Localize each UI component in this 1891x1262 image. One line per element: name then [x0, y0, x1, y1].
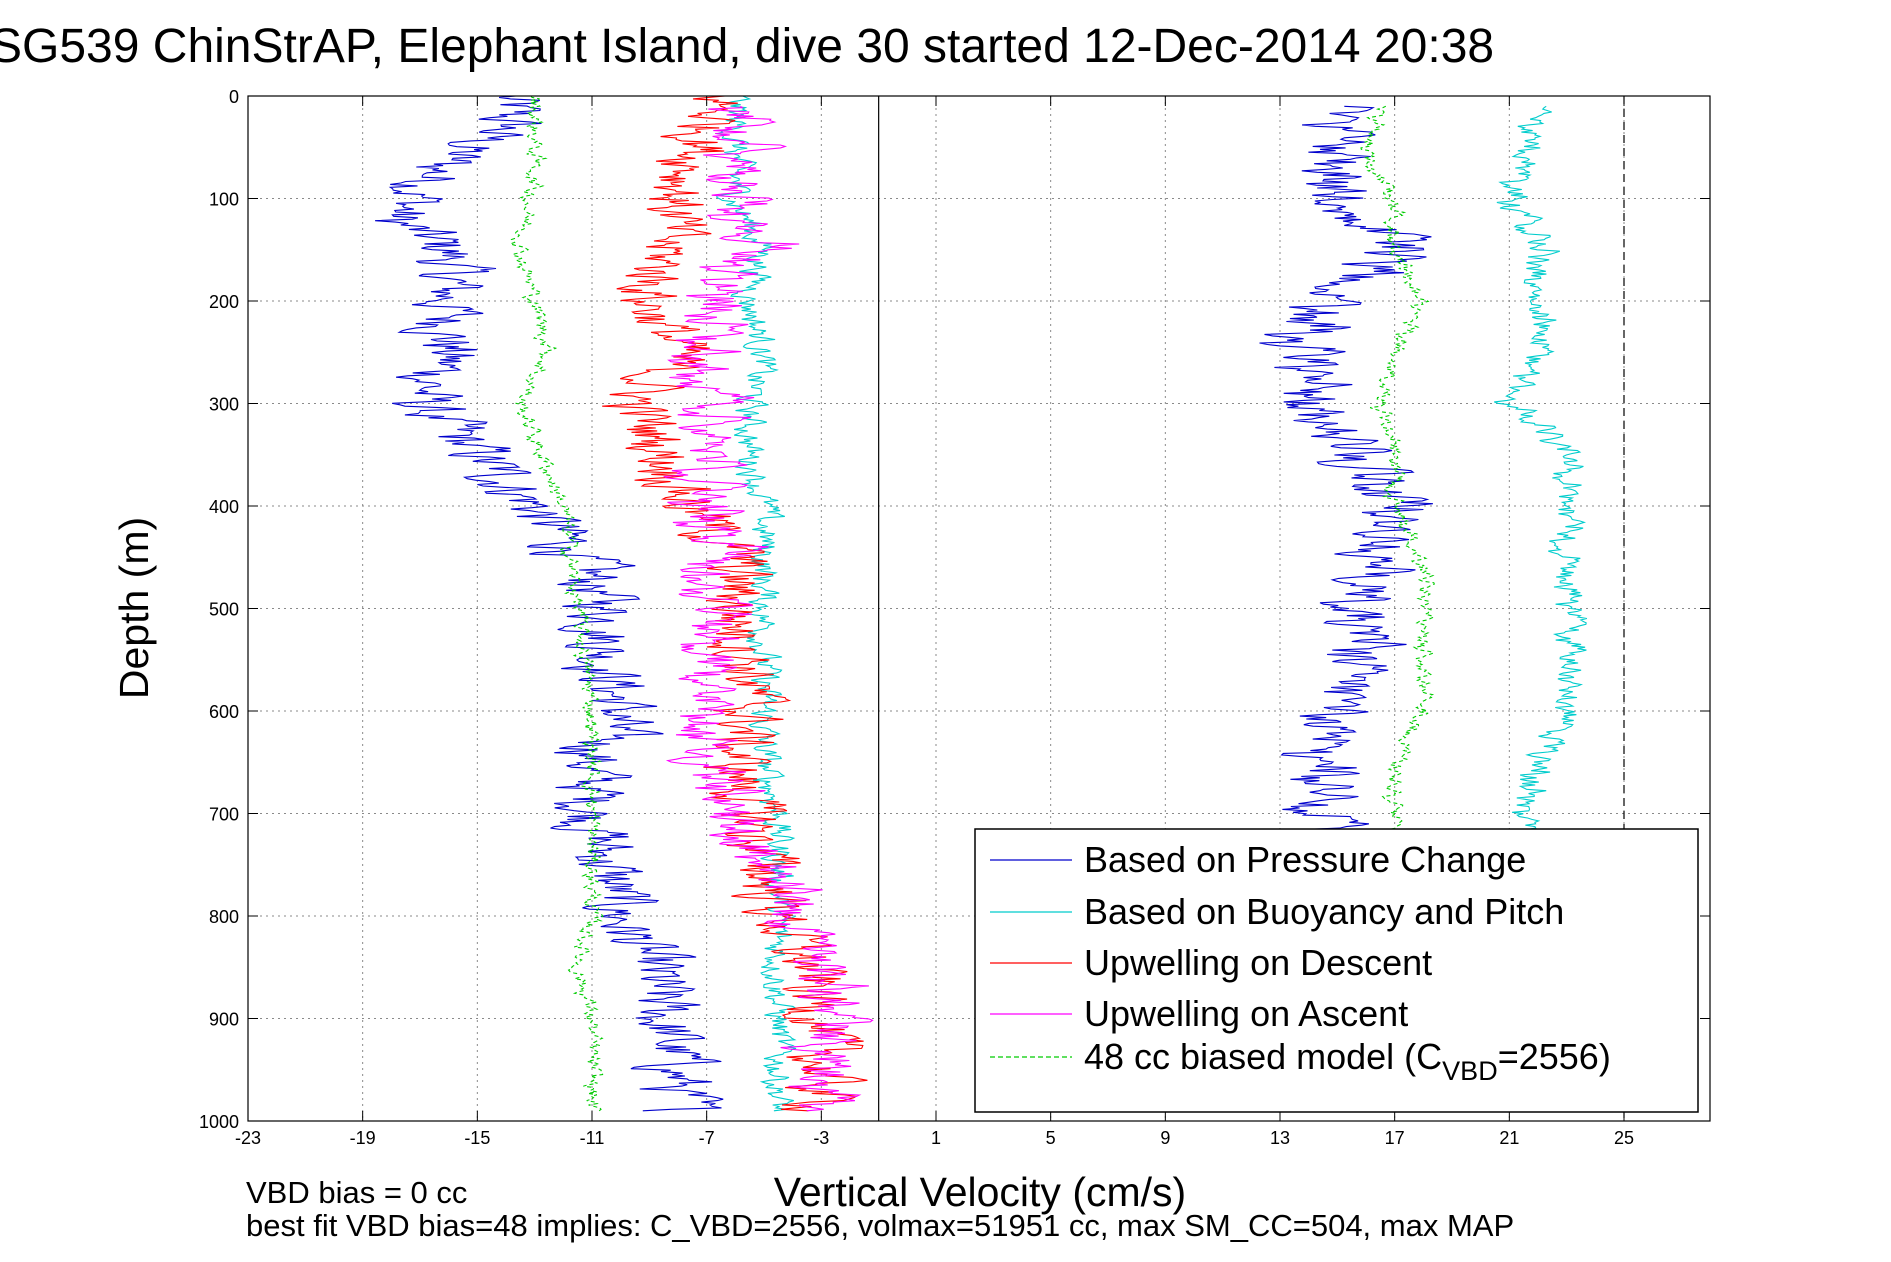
x-tick-label: 17 — [1385, 1128, 1405, 1148]
ticks-layer: -23 -19 -15 -11 -7 -3 1 5 9 13 17 21 25 0 100 200 300 400… — [199, 87, 1710, 1148]
x-tick-label: -3 — [813, 1128, 829, 1148]
x-tick-label: -19 — [350, 1128, 376, 1148]
y-tick-label: 600 — [209, 702, 239, 722]
legend: Based on Pressure Change Based on Buoyanc… — [974, 828, 1699, 1113]
x-tick-label: -15 — [464, 1128, 490, 1148]
x-tick-label: 25 — [1614, 1128, 1634, 1148]
x-tick-label: -23 — [235, 1128, 261, 1148]
y-tick-label: 0 — [229, 87, 239, 107]
legend-label: Upwelling on Ascent — [1084, 993, 1408, 1034]
legend-label: Upwelling on Descent — [1084, 942, 1432, 983]
y-axis-label: Depth (m) — [111, 517, 157, 699]
x-tick-label: 21 — [1499, 1128, 1519, 1148]
legend-label: 48 cc biased model (CVBD=2556) — [1084, 1036, 1611, 1086]
y-tick-label: 900 — [209, 1010, 239, 1030]
series-line-upwelling-on-ascent-ascent — [662, 105, 874, 1112]
x-tick-label: -11 — [580, 1128, 605, 1148]
y-tick-label: 500 — [209, 600, 239, 620]
series-line-upwelling-on-descent-descent — [602, 95, 868, 1112]
y-tick-label: 800 — [209, 907, 239, 927]
y-tick-label: 400 — [209, 497, 239, 517]
x-tick-label: 9 — [1160, 1128, 1170, 1148]
y-tick-label: 300 — [209, 395, 239, 415]
vbd-bias-note: VBD bias = 0 cc — [246, 1175, 467, 1210]
chart-title: SG539 ChinStrAP, Elephant Island, dive 3… — [0, 20, 1494, 73]
series-line-based-on-buoyancy-and-pitch-descent — [715, 95, 797, 1112]
legend-label: Based on Buoyancy and Pitch — [1084, 891, 1564, 932]
x-tick-label: 1 — [931, 1128, 941, 1148]
x-tick-label: -7 — [699, 1128, 715, 1148]
best-fit-note: best fit VBD bias=48 implies: C_VBD=2556… — [246, 1208, 1514, 1243]
series-line-based-on-pressure-change-descent — [375, 95, 724, 1112]
y-tick-label: 100 — [209, 190, 239, 210]
x-tick-label: 5 — [1046, 1128, 1056, 1148]
series-line-48-cc-biased-model-c-vbd-2556-descent — [508, 95, 604, 1112]
legend-label: Based on Pressure Change — [1084, 839, 1526, 880]
legend-box — [974, 828, 1699, 1113]
y-tick-label: 1000 — [199, 1112, 239, 1132]
legend-entries: Based on Pressure Change Based on Buoyanc… — [990, 839, 1611, 1086]
y-tick-label: 200 — [209, 292, 239, 312]
y-tick-label: 700 — [209, 805, 239, 825]
x-tick-label: 13 — [1270, 1128, 1290, 1148]
x-axis-label: Vertical Velocity (cm/s) — [774, 1169, 1186, 1215]
